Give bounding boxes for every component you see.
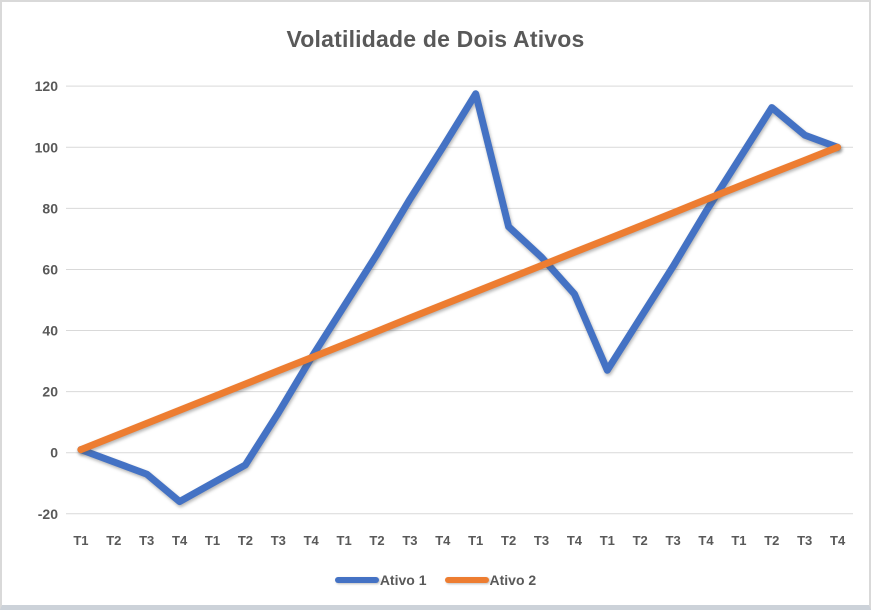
legend-item-ativo-1: Ativo 1 [334,572,427,588]
gridlines [66,85,853,515]
x-tick-label: T2 [764,533,779,548]
x-tick-label: T3 [797,533,812,548]
legend-label-ativo-2: Ativo 2 [489,572,537,588]
series-line-ativo-1 [77,90,842,506]
legend-marker-ativo-2 [444,577,489,583]
x-axis-labels: T1 T2 T3 T4 T1 T2 T3 T4 T1 T2 T3 T4 T1 T2 T3 T4 T1 T2 T3 T4… [73,533,846,548]
legend-label-ativo-1: Ativo 1 [379,572,427,588]
y-tick-label: 120 [35,78,59,94]
x-tick-label: T1 [73,533,88,548]
x-tick-label: T4 [567,533,583,548]
y-tick-label: 100 [35,139,59,155]
chart-title: Volatilidade de Dois Ativos [286,26,585,52]
x-tick-label: T3 [139,533,154,548]
y-tick-label: 40 [42,323,58,339]
x-tick-label: T2 [369,533,384,548]
y-tick-label: -20 [38,506,58,522]
legend-item-ativo-2: Ativo 2 [444,572,537,588]
x-tick-label: T2 [106,533,121,548]
y-tick-label: 0 [50,445,58,461]
x-tick-label: T1 [468,533,483,548]
x-tick-label: T2 [501,533,516,548]
x-tick-label: T4 [435,533,451,548]
x-tick-label: T3 [666,533,681,548]
y-tick-label: 80 [42,200,58,216]
x-tick-label: T4 [830,533,846,548]
series-line-ativo-2 [77,143,842,454]
y-tick-label: 20 [42,384,58,400]
legend-marker-ativo-1 [334,577,379,583]
x-tick-label: T4 [172,533,188,548]
legend: Ativo 1 Ativo 2 [2,572,869,588]
x-tick-label: T1 [731,533,746,548]
x-tick-label: T1 [205,533,220,548]
y-tick-label: 60 [42,261,58,277]
x-tick-label: T3 [402,533,417,548]
x-tick-label: T3 [534,533,549,548]
x-tick-label: T2 [238,533,253,548]
x-tick-label: T3 [271,533,286,548]
x-tick-label: T1 [337,533,352,548]
x-tick-label: T4 [304,533,320,548]
x-tick-label: T4 [698,533,714,548]
x-tick-label: T2 [633,533,648,548]
y-axis-labels: 120 100 80 60 40 20 0 -20 [35,78,59,522]
x-tick-label: T1 [600,533,615,548]
